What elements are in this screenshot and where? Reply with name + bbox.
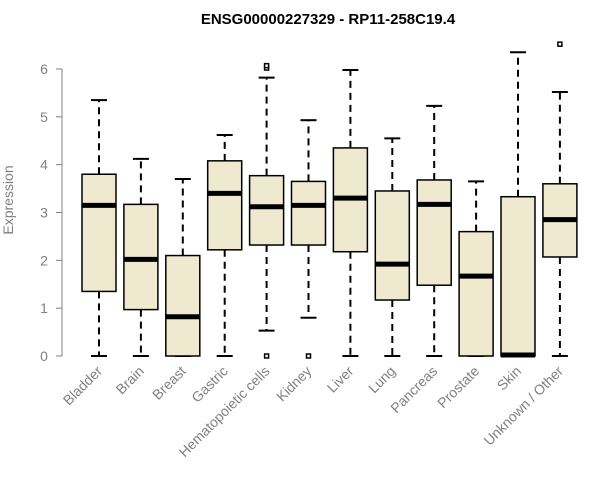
box-iqr <box>290 180 327 246</box>
box-6 <box>290 119 327 359</box>
box-iqr <box>416 179 452 286</box>
boxes <box>81 41 578 359</box>
box-iqr <box>206 160 243 251</box>
y-tick-label: 1 <box>40 300 48 316</box>
x-tick-label: Kidney <box>273 363 315 405</box>
box-iqr <box>81 173 117 293</box>
box-iqr <box>500 195 536 357</box>
x-tick-label: Breast <box>149 363 189 403</box>
box-iqr <box>458 230 494 357</box>
x-tick-label: Brain <box>113 363 147 397</box>
x-tick-label: Bladder <box>60 363 106 409</box>
y-tick-label: 6 <box>40 61 48 77</box>
box-11 <box>500 51 536 358</box>
box-8 <box>374 137 411 357</box>
box-3 <box>165 178 201 357</box>
x-tick-label: Liver <box>324 363 357 396</box>
box-iqr <box>248 174 285 246</box>
y-axis: 0 1 2 3 4 5 6 <box>40 61 63 364</box>
outlier-point <box>557 41 563 47</box>
box-iqr <box>374 190 411 301</box>
box-4 <box>206 134 243 357</box>
box-1 <box>81 99 117 357</box>
x-tick-label: Lung <box>365 363 398 396</box>
box-7 <box>332 68 369 357</box>
box-iqr <box>165 254 201 357</box>
box-10 <box>458 180 494 357</box>
y-axis-label: Expression <box>0 165 16 234</box>
chart-title: ENSG00000227329 - RP11-258C19.4 <box>201 11 456 28</box>
box-12 <box>542 41 578 357</box>
x-tick-label: Pancreas <box>387 363 440 416</box>
y-tick-label: 4 <box>40 157 48 173</box>
y-tick-label: 3 <box>40 205 48 221</box>
outlier-point <box>263 62 270 69</box>
y-tick-label: 5 <box>40 109 48 125</box>
x-tick-label: Prostate <box>434 363 482 411</box>
box-5 <box>248 62 285 359</box>
box-9 <box>416 104 452 357</box>
box-2 <box>123 157 159 357</box>
outlier-point <box>263 353 270 359</box>
y-tick-label: 2 <box>40 252 48 268</box>
x-tick-label: Skin <box>494 363 525 394</box>
outlier-point <box>305 353 312 359</box>
x-tick-label: Unknown / Other <box>480 363 566 449</box>
y-tick-label: 0 <box>40 348 48 364</box>
